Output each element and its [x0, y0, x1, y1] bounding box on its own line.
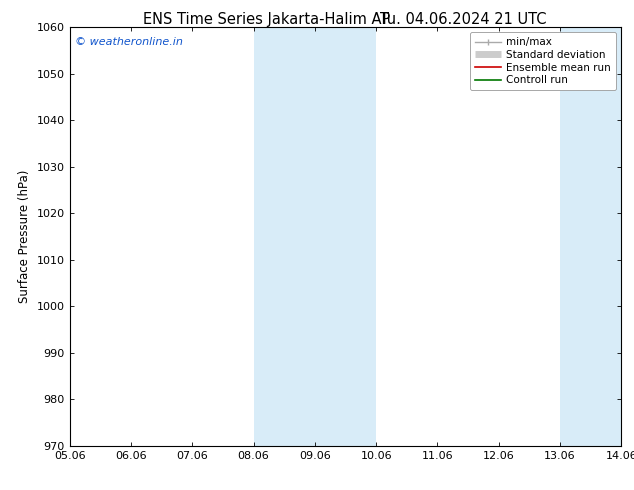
Y-axis label: Surface Pressure (hPa): Surface Pressure (hPa)	[18, 170, 31, 303]
Legend: min/max, Standard deviation, Ensemble mean run, Controll run: min/max, Standard deviation, Ensemble me…	[470, 32, 616, 90]
Text: © weatheronline.in: © weatheronline.in	[75, 37, 183, 48]
Bar	[254, 27, 315, 446]
Text: ENS Time Series Jakarta-Halim AP: ENS Time Series Jakarta-Halim AP	[143, 12, 390, 27]
Text: Tu. 04.06.2024 21 UTC: Tu. 04.06.2024 21 UTC	[380, 12, 546, 27]
Bar	[315, 27, 376, 446]
Bar	[560, 27, 621, 446]
